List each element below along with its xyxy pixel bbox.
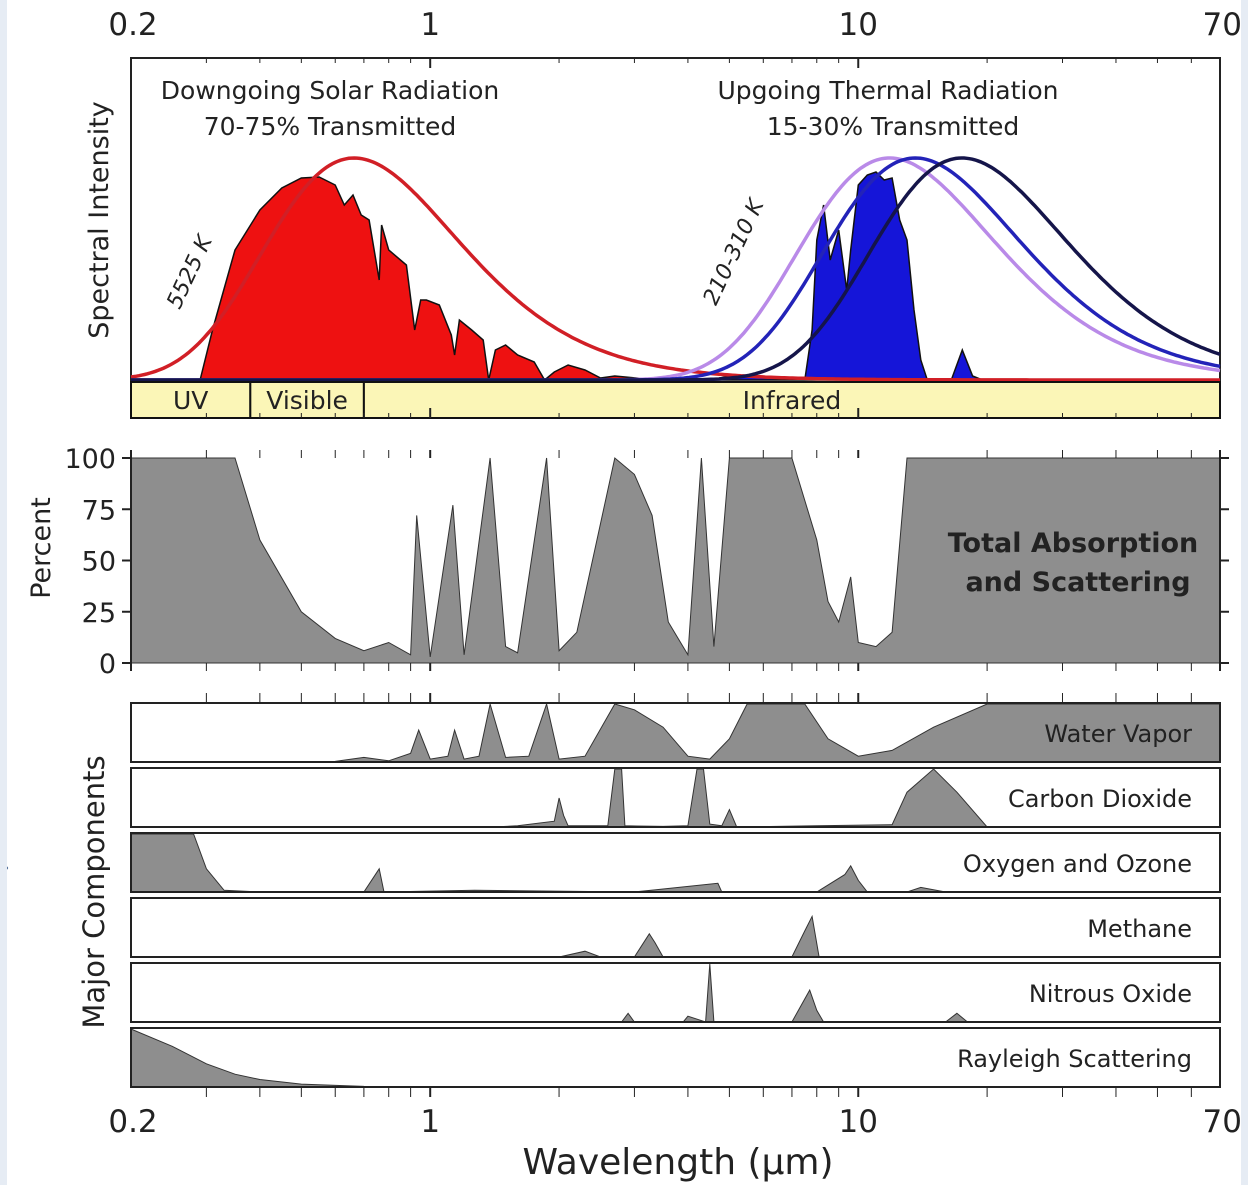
components-y-label: Major Components <box>77 755 111 1028</box>
component-area-water-vapor <box>130 702 1221 763</box>
component-label: Oxygen and Ozone <box>963 850 1192 878</box>
top-tick-label: 70 <box>1203 7 1242 43</box>
component-label: Carbon Dioxide <box>1008 785 1192 813</box>
component-border-oxygen-and-ozone <box>130 832 1221 893</box>
band-visible <box>249 381 365 419</box>
top-tick-label: 10 <box>839 7 878 43</box>
absorption-y-tick-label: 25 <box>82 598 116 629</box>
bottom-tick-label: 1 <box>420 1104 440 1140</box>
top-tick-label: 1 <box>420 7 440 43</box>
component-border-water-vapor <box>130 702 1221 763</box>
component-frame-oxygen-and-ozone <box>130 832 1221 893</box>
band-label-visible: Visible <box>266 386 348 415</box>
absorption-y-label: Percent <box>26 497 57 599</box>
spectral-bands: UV Visible Infrared <box>130 381 1221 419</box>
absorption-y-tick-label: 100 <box>64 444 116 475</box>
band-uv <box>130 381 252 419</box>
solar-transmitted-area <box>199 176 688 382</box>
component-label: Nitrous Oxide <box>1029 980 1192 1008</box>
spectrum-minor-ticks <box>205 58 1192 418</box>
component-row-water-vapor: Water Vapor <box>130 702 1221 763</box>
absorption-label-line2: and Scattering <box>965 567 1190 598</box>
total-absorption-panel: 100 75 50 25 0 Percent Total Absorption and … <box>26 444 1229 680</box>
bottom-tick-label: 70 <box>1203 1104 1242 1140</box>
page-edge-right <box>1241 0 1248 1185</box>
absorption-y-tick-label: 75 <box>82 495 116 526</box>
component-border-rayleigh-scattering <box>130 1027 1221 1088</box>
component-border-carbon-dioxide <box>130 767 1221 828</box>
spectral-intensity-panel: UV Visible Infrared Spectral Intensity Dow… <box>84 57 1221 419</box>
component-frame-methane <box>130 897 1221 958</box>
absorption-label-line1: Total Absorption <box>948 528 1199 559</box>
page-edge-left <box>0 0 7 1185</box>
thermal-subtitle: 15-30% Transmitted <box>767 112 1020 141</box>
absorption-y-tick-label: 0 <box>99 649 116 680</box>
top-tick-label: 0.2 <box>108 7 157 43</box>
absorption-area <box>130 457 1221 664</box>
absorption-minor-ticks <box>205 450 1192 671</box>
component-row-oxygen-and-ozone: Oxygen and Ozone <box>130 832 1221 893</box>
component-row-rayleigh-scattering: Rayleigh Scattering <box>130 1027 1221 1088</box>
component-label: Water Vapor <box>1044 720 1192 748</box>
thermal-title: Upgoing Thermal Radiation <box>717 76 1058 105</box>
bottom-tick-label: 0.2 <box>108 1104 157 1140</box>
absorption-y-tick-label: 50 <box>82 547 116 578</box>
blackbody-curves <box>130 156 1221 382</box>
solar-subtitle: 70-75% Transmitted <box>204 112 457 141</box>
bottom-axis-tick-labels: 0.2 1 10 70 <box>108 1104 1242 1140</box>
component-border-nitrous-oxide <box>130 962 1221 1023</box>
major-components-panel: Water Vapor Carbon Dioxide Oxygen and Ozon… <box>0 693 1221 1097</box>
solar-title: Downgoing Solar Radiation <box>161 76 499 105</box>
band-label-infrared: Infrared <box>743 386 842 415</box>
top-axis-tick-labels: 0.2 1 10 70 <box>108 7 1242 43</box>
component-label: Rayleigh Scattering <box>957 1045 1192 1073</box>
component-row-nitrous-oxide: Nitrous Oxide <box>130 962 1221 1023</box>
component-border-methane <box>130 897 1221 958</box>
solar-5525k-curve <box>130 156 1220 382</box>
bottom-tick-label: 10 <box>839 1104 878 1140</box>
component-row-carbon-dioxide: Carbon Dioxide <box>130 767 1221 828</box>
band-label-uv: UV <box>173 386 208 415</box>
thermal-210k-curve <box>131 156 1221 382</box>
absorption-y-axis: 100 75 50 25 0 <box>64 444 1229 680</box>
component-row-methane: Methane <box>130 897 1221 958</box>
spectrum-y-label: Spectral Intensity <box>84 101 115 339</box>
component-label: Methane <box>1087 915 1192 943</box>
x-axis-label: Wavelength (µm) <box>522 1142 833 1183</box>
